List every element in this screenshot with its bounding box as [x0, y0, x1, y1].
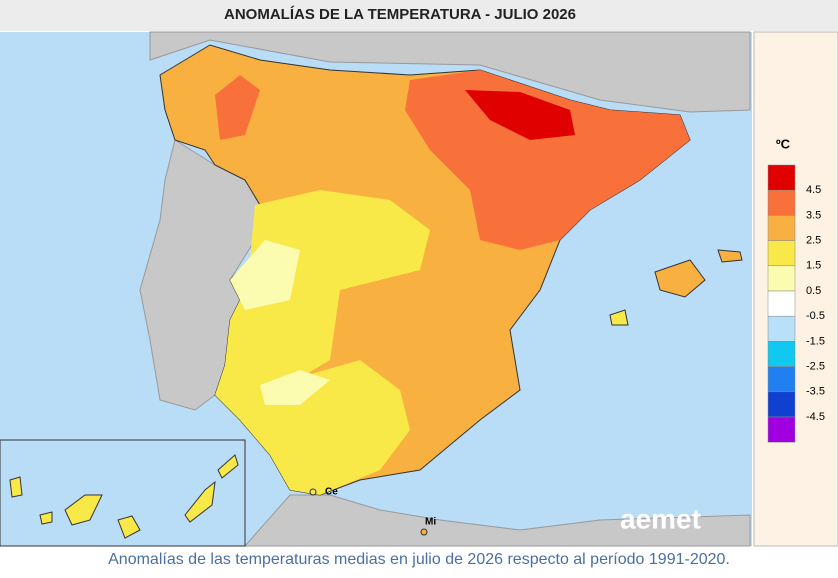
legend-swatch	[767, 416, 796, 443]
canary-island	[217, 454, 239, 479]
legend-swatch	[767, 265, 796, 292]
legend-swatch	[767, 341, 796, 367]
legend-unit: ºC	[776, 136, 791, 151]
pale-area	[230, 240, 300, 310]
legend-label: 1.5	[806, 260, 821, 272]
legend-swatch	[767, 215, 796, 241]
melilla-marker	[420, 528, 428, 536]
orange-red-area	[215, 75, 260, 140]
legend-label: -1.5	[806, 335, 825, 347]
legend-label: -2.5	[806, 361, 825, 373]
legend-swatch	[767, 240, 796, 267]
legend-label: -0.5	[806, 310, 825, 322]
pale-area	[260, 370, 330, 405]
legend-label: 4.5	[806, 184, 821, 196]
legend-swatch	[767, 315, 796, 342]
balearic-island	[717, 249, 743, 263]
legend-label: -3.5	[806, 386, 825, 398]
canary-island	[39, 511, 53, 525]
legend-label: 2.5	[806, 235, 821, 247]
france	[149, 31, 751, 113]
legend-label: -4.5	[806, 411, 825, 423]
logo: aemet	[620, 503, 701, 534]
legend-swatch	[767, 391, 796, 418]
canary-island	[117, 515, 141, 539]
legend-swatch	[767, 164, 796, 191]
legend-swatch	[767, 290, 796, 317]
legend-panel	[753, 31, 838, 547]
orange-red-area	[405, 70, 690, 250]
place-label: Ce	[325, 487, 338, 498]
canary-island	[184, 480, 216, 523]
legend-label: 0.5	[806, 285, 821, 297]
red-area	[465, 90, 575, 140]
caption: Anomalías de las temperaturas medias en …	[108, 551, 730, 568]
canary-island	[9, 476, 23, 498]
legend-swatch	[767, 366, 796, 393]
ceuta-marker	[309, 488, 317, 496]
legend-label: 3.5	[806, 209, 821, 221]
place-label: Mi	[425, 517, 436, 528]
balearic-island	[654, 259, 706, 298]
title-bar	[0, 0, 838, 31]
title: ANOMALÍAS DE LA TEMPERATURA - JULIO 2026	[224, 6, 576, 23]
balearic-island	[609, 309, 629, 326]
legend: 4.5 3.5 2.5 1.5 0.5 -0.5 -1.5 -2.5 -3.5 -4.5	[767, 164, 825, 443]
africa	[243, 494, 751, 547]
legend-swatch	[767, 189, 796, 216]
canary-island	[64, 494, 103, 526]
